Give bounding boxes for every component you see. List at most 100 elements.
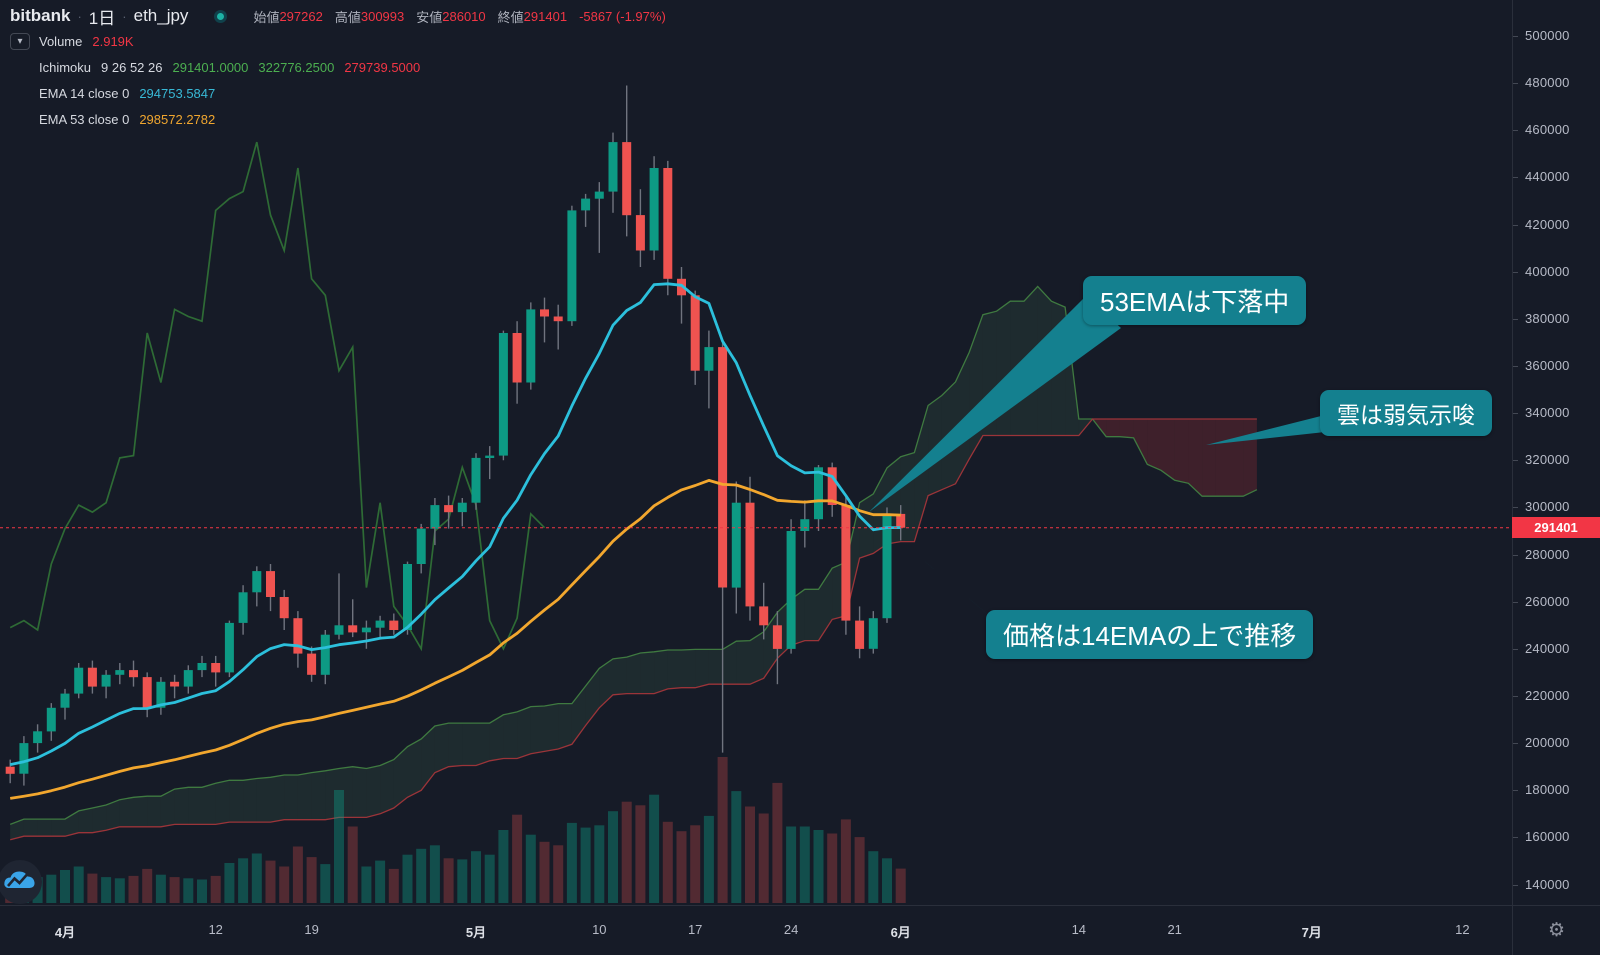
time-axis-label: 4月	[54, 925, 76, 940]
price-axis-label: 240000	[1525, 640, 1570, 656]
candle	[485, 455, 495, 458]
legend-panel: bitbank · 1日 · eth_jpy 始値 297262 高値 3009…	[10, 4, 666, 132]
price-axis-label: 280000	[1525, 546, 1570, 562]
ichimoku-cloud	[10, 286, 1257, 840]
low-value: 286010	[442, 8, 486, 24]
low-label: 安値	[416, 9, 443, 25]
symbol-title-row[interactable]: bitbank · 1日 · eth_jpy 始値 297262 高値 3009…	[10, 4, 666, 28]
candle	[827, 467, 837, 505]
price-axis-label: 320000	[1525, 452, 1570, 468]
separator: ·	[122, 8, 127, 24]
ichimoku-senkou-a-value: 322776.2500	[258, 59, 335, 75]
price-axis-label: 140000	[1525, 876, 1570, 892]
price-axis-label: 300000	[1525, 499, 1570, 515]
candle	[211, 663, 221, 673]
candle	[142, 677, 152, 708]
price-axis-label: 500000	[1525, 28, 1570, 43]
ema53-indicator-row[interactable]: EMA 53 close 0 298572.2782	[39, 106, 666, 132]
volume-indicator-row[interactable]: ▾ Volume 2.919K	[10, 28, 666, 54]
chevron-down-icon[interactable]: ▾	[10, 32, 30, 50]
ichimoku-indicator-row[interactable]: Ichimoku 9 26 52 26 291401.0000 322776.2…	[39, 54, 666, 80]
annotation-bearish-cloud[interactable]: 雲は弱気示唆	[1320, 390, 1492, 436]
candle	[266, 571, 275, 597]
price-axis-label: 400000	[1525, 263, 1570, 279]
price-axis-label: 480000	[1525, 75, 1570, 91]
candle	[581, 198, 591, 211]
annotation-53ema-falling[interactable]: 53EMAは下落中	[1083, 276, 1307, 325]
candle	[183, 670, 193, 687]
candle	[19, 743, 29, 774]
ema14-value: 294753.5847	[139, 85, 216, 101]
senkou-span-a-line	[9, 285, 1258, 826]
time-axis-label: 5月	[465, 925, 487, 940]
candle	[87, 667, 97, 687]
bitbank-logo[interactable]	[0, 859, 44, 910]
price-axis-tick	[1513, 271, 1518, 273]
candle	[444, 505, 454, 513]
candle	[868, 618, 878, 649]
candle	[855, 620, 865, 649]
candle	[526, 309, 536, 383]
exchange-name[interactable]: bitbank	[10, 6, 71, 25]
price-axis-tick	[1513, 837, 1518, 839]
candle	[540, 309, 549, 317]
time-axis-label: 10	[592, 922, 607, 937]
interval[interactable]: 1日	[88, 8, 116, 28]
open-label: 始値	[253, 9, 280, 25]
close-value: 291401	[523, 8, 568, 24]
candle	[512, 333, 522, 383]
candle	[759, 606, 769, 626]
candle	[101, 674, 111, 687]
ichimoku-params: 9 26 52 26	[101, 59, 163, 75]
price-axis-tick	[1513, 224, 1518, 226]
separator: ·	[77, 8, 82, 24]
time-axis[interactable]: 4月 12 19 5月 10 17 24 6月 14 21 7月 12	[0, 905, 1512, 955]
price-axis-label: 160000	[1525, 829, 1570, 845]
candle	[361, 627, 371, 633]
time-axis-label: 6月	[890, 925, 911, 940]
high-value: 300993	[360, 8, 405, 24]
candle	[814, 467, 823, 520]
candle	[772, 625, 782, 649]
settings-gear-icon[interactable]: ⚙	[1547, 920, 1566, 941]
candle	[567, 210, 577, 322]
candle	[608, 142, 618, 192]
price-axis-tick	[1513, 460, 1518, 462]
candle-bodies	[5, 142, 906, 774]
candle	[882, 513, 892, 619]
candle	[800, 519, 810, 531]
price-axis-label: 340000	[1525, 405, 1570, 421]
senkou-span-lines	[9, 285, 1258, 841]
market-status-dot	[214, 9, 228, 23]
senkou-span-b-line	[10, 418, 1257, 841]
ema14-indicator-row[interactable]: EMA 14 close 0 294753.5847	[39, 80, 666, 106]
volume-indicator-value: 2.919K	[92, 33, 134, 49]
price-axis-tick	[1513, 130, 1518, 132]
candle	[457, 502, 467, 513]
price-axis-tick	[1513, 884, 1518, 886]
candle	[896, 513, 906, 528]
candle	[279, 597, 289, 619]
price-axis-label: 460000	[1525, 122, 1570, 138]
price-axis-tick	[1513, 790, 1518, 792]
price-axis-tick	[1513, 601, 1518, 603]
candle	[224, 622, 234, 673]
price-axis-tick	[1513, 36, 1518, 37]
volume-bars	[5, 757, 906, 903]
symbol-name[interactable]: eth_jpy	[133, 6, 189, 25]
annotation-price-above-14ema[interactable]: 価格は14EMAの上で推移	[986, 610, 1314, 659]
price-axis-tick	[1513, 365, 1518, 367]
price-axis[interactable]: 500000 480000 460000 440000 420000 400000 3800…	[1512, 0, 1600, 905]
candle	[156, 681, 166, 708]
candle	[307, 653, 317, 675]
price-axis-tick	[1513, 177, 1518, 179]
price-axis-label: 420000	[1525, 216, 1570, 232]
candle	[841, 505, 851, 621]
candle	[348, 625, 358, 633]
price-axis-tick	[1513, 648, 1518, 650]
price-axis-tick	[1513, 695, 1518, 697]
time-axis-label: 21	[1167, 922, 1182, 937]
price-axis-label: 260000	[1525, 593, 1570, 609]
volume-indicator-name: Volume	[39, 33, 83, 49]
